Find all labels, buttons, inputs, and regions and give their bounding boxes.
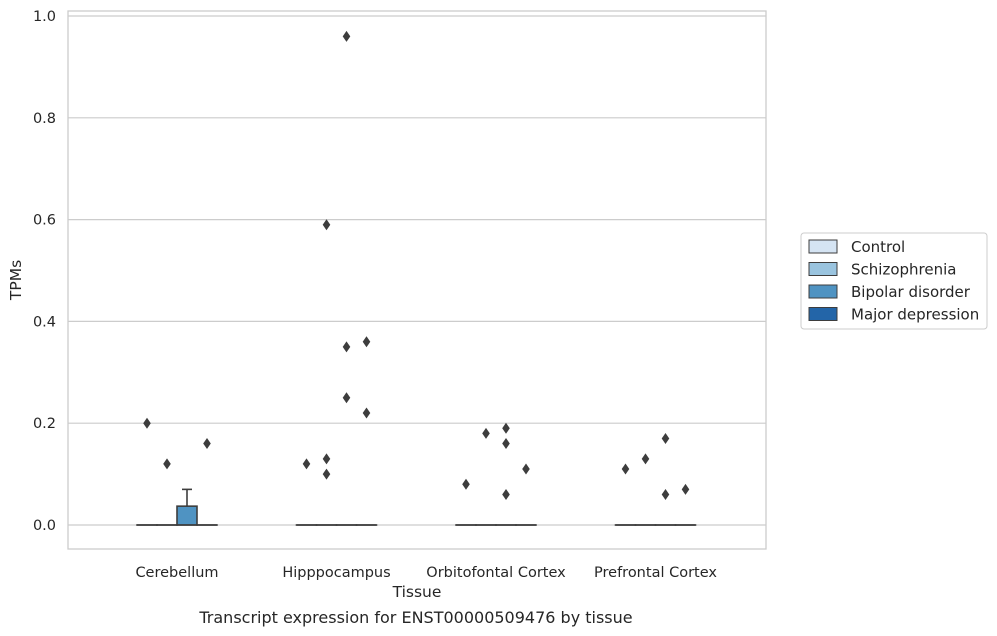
y-tick-label: 1.0 xyxy=(33,9,56,25)
x-tick-labels: Cerebellum Hipppocampus Orbitofontal Corte… xyxy=(135,565,717,581)
legend-entry: Bipolar disorder xyxy=(851,283,971,301)
outlier-point xyxy=(342,341,351,353)
outlier-point xyxy=(322,468,331,480)
y-axis-label: TPMs xyxy=(7,260,25,301)
x-tick-label: Hipppocampus xyxy=(282,565,390,581)
outlier-point xyxy=(163,458,171,470)
outlier-point xyxy=(322,453,331,465)
outlier-point xyxy=(342,30,351,42)
outlier-point xyxy=(143,417,151,429)
outlier-point xyxy=(681,483,690,495)
outlier-point xyxy=(362,336,371,348)
plot-area xyxy=(68,11,766,549)
legend-frame xyxy=(800,232,988,330)
legend: Control Schizophrenia Bipolar disorder Majo… xyxy=(800,232,988,330)
box-cerebellum-bipolar-disorder xyxy=(176,488,198,526)
y-tick-label: 0.4 xyxy=(33,314,56,330)
outlier-point xyxy=(322,219,331,231)
legend-entry: Control xyxy=(851,238,905,256)
outlier-point xyxy=(482,427,490,439)
legend-entry: Schizophrenia xyxy=(851,261,956,279)
box-series xyxy=(136,488,697,526)
outlier-point xyxy=(342,392,351,404)
outlier-point xyxy=(661,432,670,444)
outlier-point xyxy=(661,488,670,500)
legend-swatch xyxy=(808,284,838,299)
outlier-point xyxy=(203,438,211,450)
legend-entry: Major depression xyxy=(851,306,979,324)
outlier-point xyxy=(462,478,470,490)
outlier-point xyxy=(621,463,630,475)
y-tick-label: 0.6 xyxy=(33,213,56,229)
outlier-points xyxy=(143,30,690,500)
x-tick-label: Cerebellum xyxy=(135,565,218,581)
y-tick-label: 0.0 xyxy=(33,518,56,534)
x-tick-label: Prefrontal Cortex xyxy=(594,565,717,581)
outlier-point xyxy=(502,422,510,434)
outlier-point xyxy=(522,463,530,475)
outlier-point xyxy=(362,407,371,419)
y-tick-label: 0.8 xyxy=(33,111,56,127)
outlier-point xyxy=(502,488,510,500)
x-tick-label: Orbitofontal Cortex xyxy=(426,565,566,581)
outlier-point xyxy=(502,438,510,450)
plot-frame xyxy=(67,10,767,550)
legend-swatch xyxy=(808,307,838,321)
outlier-point xyxy=(641,453,650,465)
y-tick-label: 0.2 xyxy=(33,416,56,432)
x-axis-label: Tissue xyxy=(392,583,442,601)
legend-swatch xyxy=(808,262,838,276)
outlier-point xyxy=(302,458,311,470)
legend-swatch xyxy=(808,239,838,254)
y-tick-labels: 0.0 0.2 0.4 0.6 0.8 1.0 xyxy=(33,9,56,534)
chart-caption: Transcript expression for ENST0000050947… xyxy=(198,608,632,627)
box-body xyxy=(176,505,198,526)
